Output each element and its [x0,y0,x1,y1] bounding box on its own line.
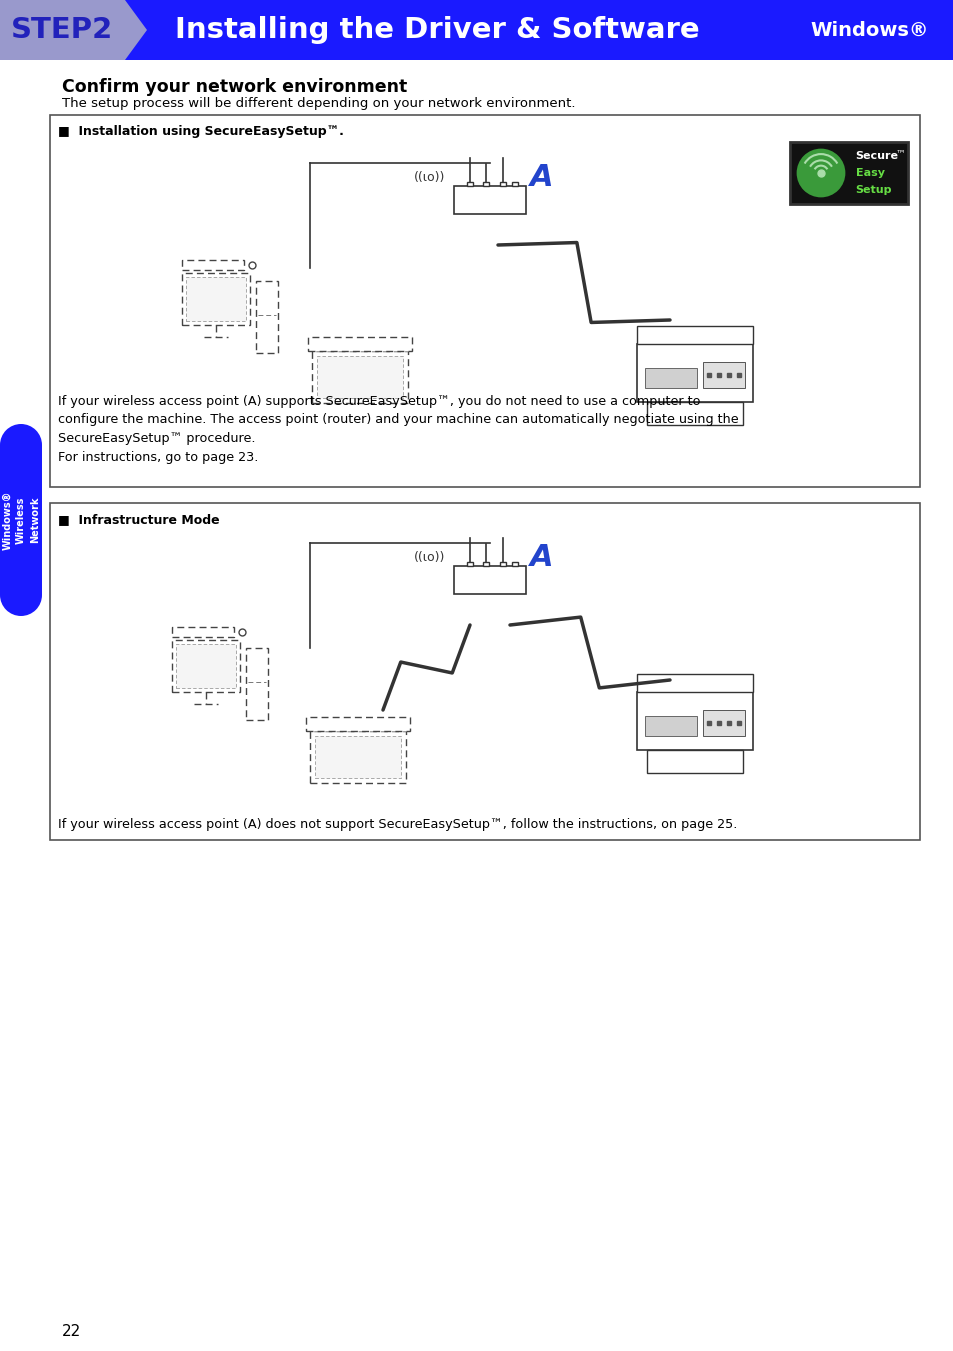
Bar [255,281,277,353]
Bar [186,277,246,322]
Bar [0,444,42,594]
Text: The setup process will be different depending on your network environment.: The setup process will be different depe… [62,97,575,109]
Bar [175,644,235,688]
Text: 22: 22 [62,1324,81,1339]
Text: If your wireless access point (A) does not support SecureEasySetup™, follow the : If your wireless access point (A) does n… [58,817,737,831]
Bar [50,503,919,840]
Bar [308,336,412,351]
Bar [172,640,240,692]
Bar [644,367,697,388]
Bar [466,562,473,566]
Bar [306,717,410,731]
Bar [454,566,525,594]
Text: A: A [530,163,554,192]
Text: ((ιο)): ((ιο)) [414,551,445,565]
Bar [0,0,953,59]
Bar [182,259,244,270]
Bar [637,345,752,403]
Bar [483,562,489,566]
Bar [512,562,517,566]
Bar [637,692,752,750]
Bar [637,326,752,345]
Bar [646,750,742,773]
Bar [499,182,505,186]
Bar [314,736,400,778]
Circle shape [0,574,42,616]
Bar [637,674,752,692]
Text: Windows®
Wireless
Network: Windows® Wireless Network [2,490,40,550]
Text: Installing the Driver & Software: Installing the Driver & Software [174,16,699,45]
Text: Easy: Easy [855,168,883,178]
Circle shape [795,147,845,199]
Text: STEP2: STEP2 [10,16,113,45]
Bar [172,627,233,638]
Bar [483,182,489,186]
Bar [512,182,517,186]
Bar [312,351,408,403]
Text: If your wireless access point (A) supports SecureEasySetup™, you do not need to : If your wireless access point (A) suppor… [58,394,738,463]
Text: ™: ™ [894,149,904,158]
Bar [466,182,473,186]
Bar [310,731,406,784]
Bar [789,142,907,204]
Text: Windows®: Windows® [810,20,928,39]
Bar [702,711,744,736]
Bar [246,648,268,720]
Polygon shape [0,0,147,59]
Bar [182,273,250,326]
Bar [454,186,525,213]
Bar [316,357,402,399]
Bar [499,562,505,566]
Text: Secure: Secure [855,151,898,161]
Text: ((ιο)): ((ιο)) [414,172,445,185]
Bar [50,115,919,486]
Bar [702,362,744,388]
Bar [646,403,742,426]
Text: ■  Installation using SecureEasySetup™.: ■ Installation using SecureEasySetup™. [58,126,343,138]
Text: Setup: Setup [855,185,891,196]
Circle shape [0,424,42,466]
Text: A: A [530,543,554,573]
Bar [644,716,697,736]
Text: ■  Infrastructure Mode: ■ Infrastructure Mode [58,513,219,526]
Text: Confirm your network environment: Confirm your network environment [62,78,407,96]
